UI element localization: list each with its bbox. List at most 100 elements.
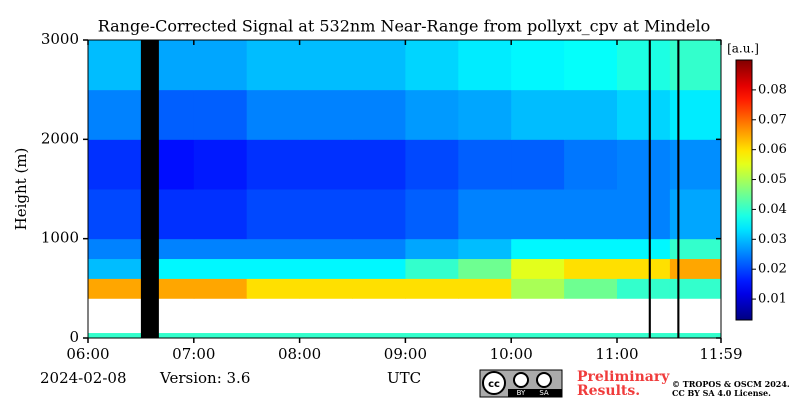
heatmap-cell (88, 258, 142, 279)
heatmap-cell (405, 258, 459, 279)
heatmap-cell (193, 139, 248, 190)
heatmap-cell (352, 139, 406, 190)
x-axis-label: UTC (387, 369, 421, 387)
heatmap-cell (352, 333, 406, 339)
cc-icon (482, 371, 506, 395)
colorbar-tick-label: 0.01 (758, 292, 787, 307)
heatmap-cell (299, 333, 353, 339)
x-tick-label: 06:00 (66, 345, 109, 363)
cc-text: cc (488, 379, 500, 390)
heatmap-cell (352, 278, 406, 299)
heatmap-cell (511, 333, 565, 339)
heatmap-cell (246, 89, 301, 140)
heatmap-cell (246, 333, 301, 339)
version-label: Version: 3.6 (159, 369, 250, 387)
heatmap-cell (246, 189, 301, 240)
heatmap-cell (193, 189, 248, 240)
heatmap-cell (511, 139, 565, 190)
colorbar-tick-label: 0.02 (758, 262, 787, 277)
y-tick-label: 2000 (41, 129, 79, 147)
badge-band (508, 389, 562, 397)
heatmap-cell (352, 258, 406, 279)
heatmap-cell (564, 40, 618, 91)
data-gap (648, 40, 651, 338)
x-tick-label: 11:59 (699, 345, 742, 363)
heatmap-cell (193, 238, 248, 260)
heatmap-cell (458, 238, 512, 260)
heatmap-cell (564, 278, 618, 299)
heatmap-cell (193, 258, 248, 279)
heatmap-cell (193, 333, 248, 339)
heatmap-cell (511, 89, 565, 140)
heatmap-cell (405, 89, 459, 140)
heatmap-cell (140, 333, 195, 339)
heatmap-cell (88, 40, 142, 91)
heatmap-cell (299, 139, 353, 190)
heatmap-cell (458, 189, 512, 240)
heatmap-cell (405, 40, 459, 91)
heatmap-cell (352, 189, 406, 240)
heatmap-cell (405, 189, 459, 240)
colorbar-tick-label: 0.04 (758, 202, 787, 217)
heatmap-cell (564, 258, 618, 279)
heatmap-cell (511, 189, 565, 240)
copyright-label: © TROPOS & OSCM 2024. (672, 379, 790, 389)
heatmap-cell (193, 278, 248, 299)
heatmap-cell (88, 333, 142, 339)
heatmap-cell (669, 238, 722, 260)
heatmap-cell (669, 258, 722, 279)
colorbar-label: [a.u.] (727, 42, 759, 56)
colorbar (735, 59, 753, 321)
heatmap-cell (616, 89, 671, 140)
heatmap-cell (564, 189, 618, 240)
heatmap-cell (299, 278, 353, 299)
by-icon (513, 372, 529, 388)
y-tick-label: 3000 (41, 30, 79, 48)
heatmap-cell (616, 238, 671, 260)
heatmap-cell (246, 238, 301, 260)
heatmap-cell (458, 278, 512, 299)
colorbar-tick-label: 0.05 (758, 172, 787, 187)
heatmap-cell (193, 40, 248, 91)
x-tick-label: 08:00 (278, 345, 321, 363)
heatmap-cell (511, 278, 565, 299)
heatmap-cell (352, 238, 406, 260)
preliminary-label: Preliminary (577, 369, 670, 385)
colorbar-tick-label: 0.07 (758, 112, 787, 127)
heatmap-cell (405, 333, 459, 339)
heatmap-cell (458, 89, 512, 140)
heatmap-cell (616, 258, 671, 279)
colorbar-tick-label: 0.06 (758, 142, 787, 157)
heatmap-cell (458, 258, 512, 279)
x-tick-label: 09:00 (384, 345, 427, 363)
heatmap-cell (458, 40, 512, 91)
heatmap-cell (616, 40, 671, 91)
heatmap-cell (88, 89, 142, 140)
heatmap-cell (616, 333, 671, 339)
heatmap-cell (616, 278, 671, 299)
date-label: 2024-02-08 (40, 369, 126, 387)
colorbar-tick-label: 0.08 (758, 82, 787, 97)
heatmap-cell (193, 89, 248, 140)
y-tick-label: 0 (69, 328, 79, 346)
heatmap-cell (511, 258, 565, 279)
heatmap-cell (246, 258, 301, 279)
heatmap-cell (88, 189, 142, 240)
heatmap-cell (511, 238, 565, 260)
x-tick-label: 07:00 (172, 345, 215, 363)
heatmap-cell (246, 278, 301, 299)
data-gap (677, 40, 680, 338)
heatmap-cell (88, 139, 142, 190)
heatmap-cell (246, 139, 301, 190)
heatmap-cell (405, 278, 459, 299)
heatmap-cell (564, 139, 618, 190)
by-text: BY (517, 389, 526, 397)
y-axis-label: Height (m) (12, 148, 30, 231)
heatmap-cell (405, 139, 459, 190)
heatmap-cell (88, 238, 142, 260)
heatmap-cell (352, 89, 406, 140)
heatmap-cell (405, 238, 459, 260)
heatmap-cell (299, 40, 353, 91)
heatmap-cell (669, 333, 722, 339)
license-badge: cc BY SA (479, 369, 563, 398)
